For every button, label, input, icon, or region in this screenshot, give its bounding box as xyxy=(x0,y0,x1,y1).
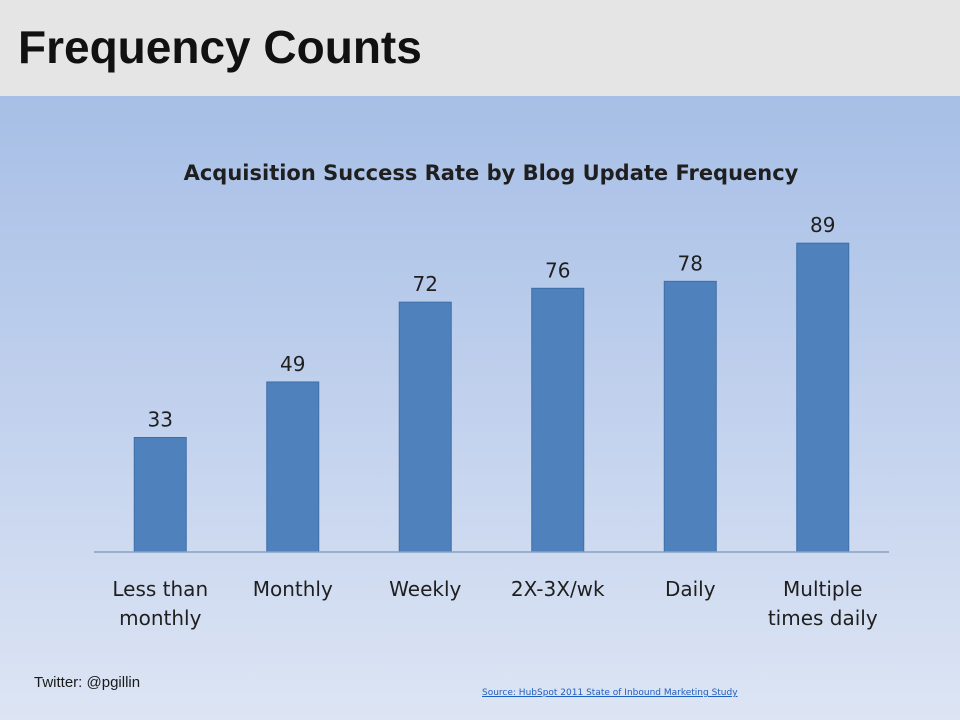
bar-1 xyxy=(266,381,320,553)
x-tick-label-line: Less than xyxy=(112,577,208,601)
data-label-5: 89 xyxy=(810,213,835,237)
x-tick-label-line: times daily xyxy=(768,606,878,630)
ticks-group: Less than monthly Monthly Weekly 2X-3X/wk Dai… xyxy=(112,577,877,630)
data-label-3: 76 xyxy=(545,258,570,282)
x-tick-label-5: Multiple times daily xyxy=(768,577,878,630)
twitter-handle: Twitter: @pgillin xyxy=(34,674,141,691)
bar-4 xyxy=(663,280,717,553)
x-tick-label-0: Less than monthly xyxy=(112,577,208,630)
chart-title: Acquisition Success Rate by Blog Update … xyxy=(184,161,799,185)
bar-3 xyxy=(531,287,585,553)
x-tick-label-line: Daily xyxy=(665,577,716,601)
x-tick-label-line: Multiple xyxy=(783,577,862,601)
slide-header: Frequency Counts xyxy=(0,0,960,96)
x-tick-label-2: Weekly xyxy=(389,577,461,601)
data-label-2: 72 xyxy=(413,272,438,296)
bar-0 xyxy=(133,436,187,553)
x-tick-label-line: 2X-3X/wk xyxy=(511,577,605,601)
bar-2 xyxy=(398,301,452,553)
source-link[interactable]: Source: HubSpot 2011 State of Inbound Ma… xyxy=(482,688,738,698)
bars-group xyxy=(133,242,850,553)
x-tick-label-1: Monthly xyxy=(253,577,333,601)
labels-group: 33 49 72 76 78 89 xyxy=(148,213,836,431)
data-label-4: 78 xyxy=(678,251,703,275)
data-label-1: 49 xyxy=(280,352,305,376)
x-tick-label-3: 2X-3X/wk xyxy=(511,577,605,601)
chart-panel: Acquisition Success Rate by Blog Update … xyxy=(0,96,960,720)
slide-title: Frequency Counts xyxy=(18,21,422,73)
x-tick-label-4: Daily xyxy=(665,577,716,601)
x-tick-label-line: Weekly xyxy=(389,577,461,601)
bar-chart: Acquisition Success Rate by Blog Update … xyxy=(94,161,889,630)
x-tick-label-line: Monthly xyxy=(253,577,333,601)
bar-5 xyxy=(796,242,850,553)
x-tick-label-line: monthly xyxy=(119,606,201,630)
data-label-0: 33 xyxy=(148,407,173,431)
